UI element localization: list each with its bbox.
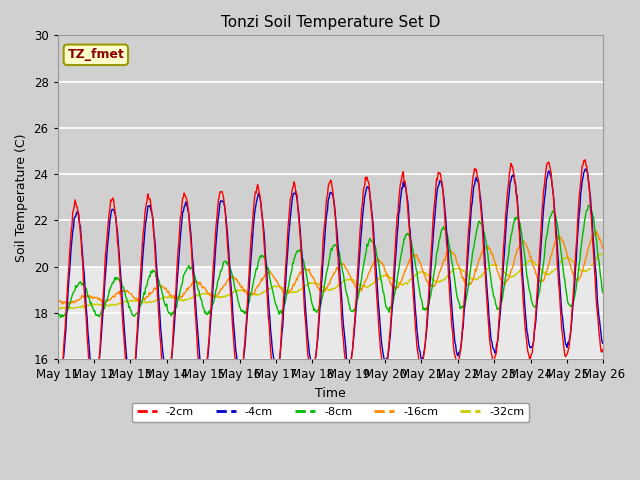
X-axis label: Time: Time [315,387,346,400]
Title: Tonzi Soil Temperature Set D: Tonzi Soil Temperature Set D [221,15,440,30]
Text: TZ_fmet: TZ_fmet [67,48,124,61]
Legend: -2cm, -4cm, -8cm, -16cm, -32cm: -2cm, -4cm, -8cm, -16cm, -32cm [132,403,529,422]
Y-axis label: Soil Temperature (C): Soil Temperature (C) [15,133,28,262]
Bar [58,36,604,267]
